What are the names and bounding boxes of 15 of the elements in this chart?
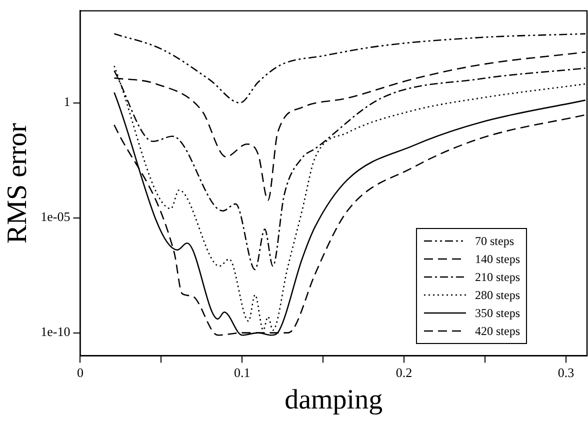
y-tick-label: 1	[64, 94, 70, 110]
x-tick-label: 0.3	[558, 365, 574, 380]
y-axis-title: RMS error	[2, 122, 34, 244]
legend-label: 210 steps	[475, 268, 520, 286]
y-tick-label: 1e-05	[40, 209, 70, 224]
x-tick-label: 0.1	[234, 365, 250, 380]
legend-label: 70 steps	[475, 232, 514, 250]
y-tick-label: 1e-10	[40, 324, 70, 340]
legend-label: 420 steps	[475, 322, 520, 340]
legend-label: 350 steps	[475, 304, 520, 322]
x-tick-label: 0.2	[396, 365, 412, 380]
legend-label: 140 steps	[475, 250, 520, 268]
x-tick-label: 0	[76, 365, 84, 380]
legend-label: 280 steps	[475, 286, 520, 304]
x-axis-title: damping	[284, 384, 383, 416]
